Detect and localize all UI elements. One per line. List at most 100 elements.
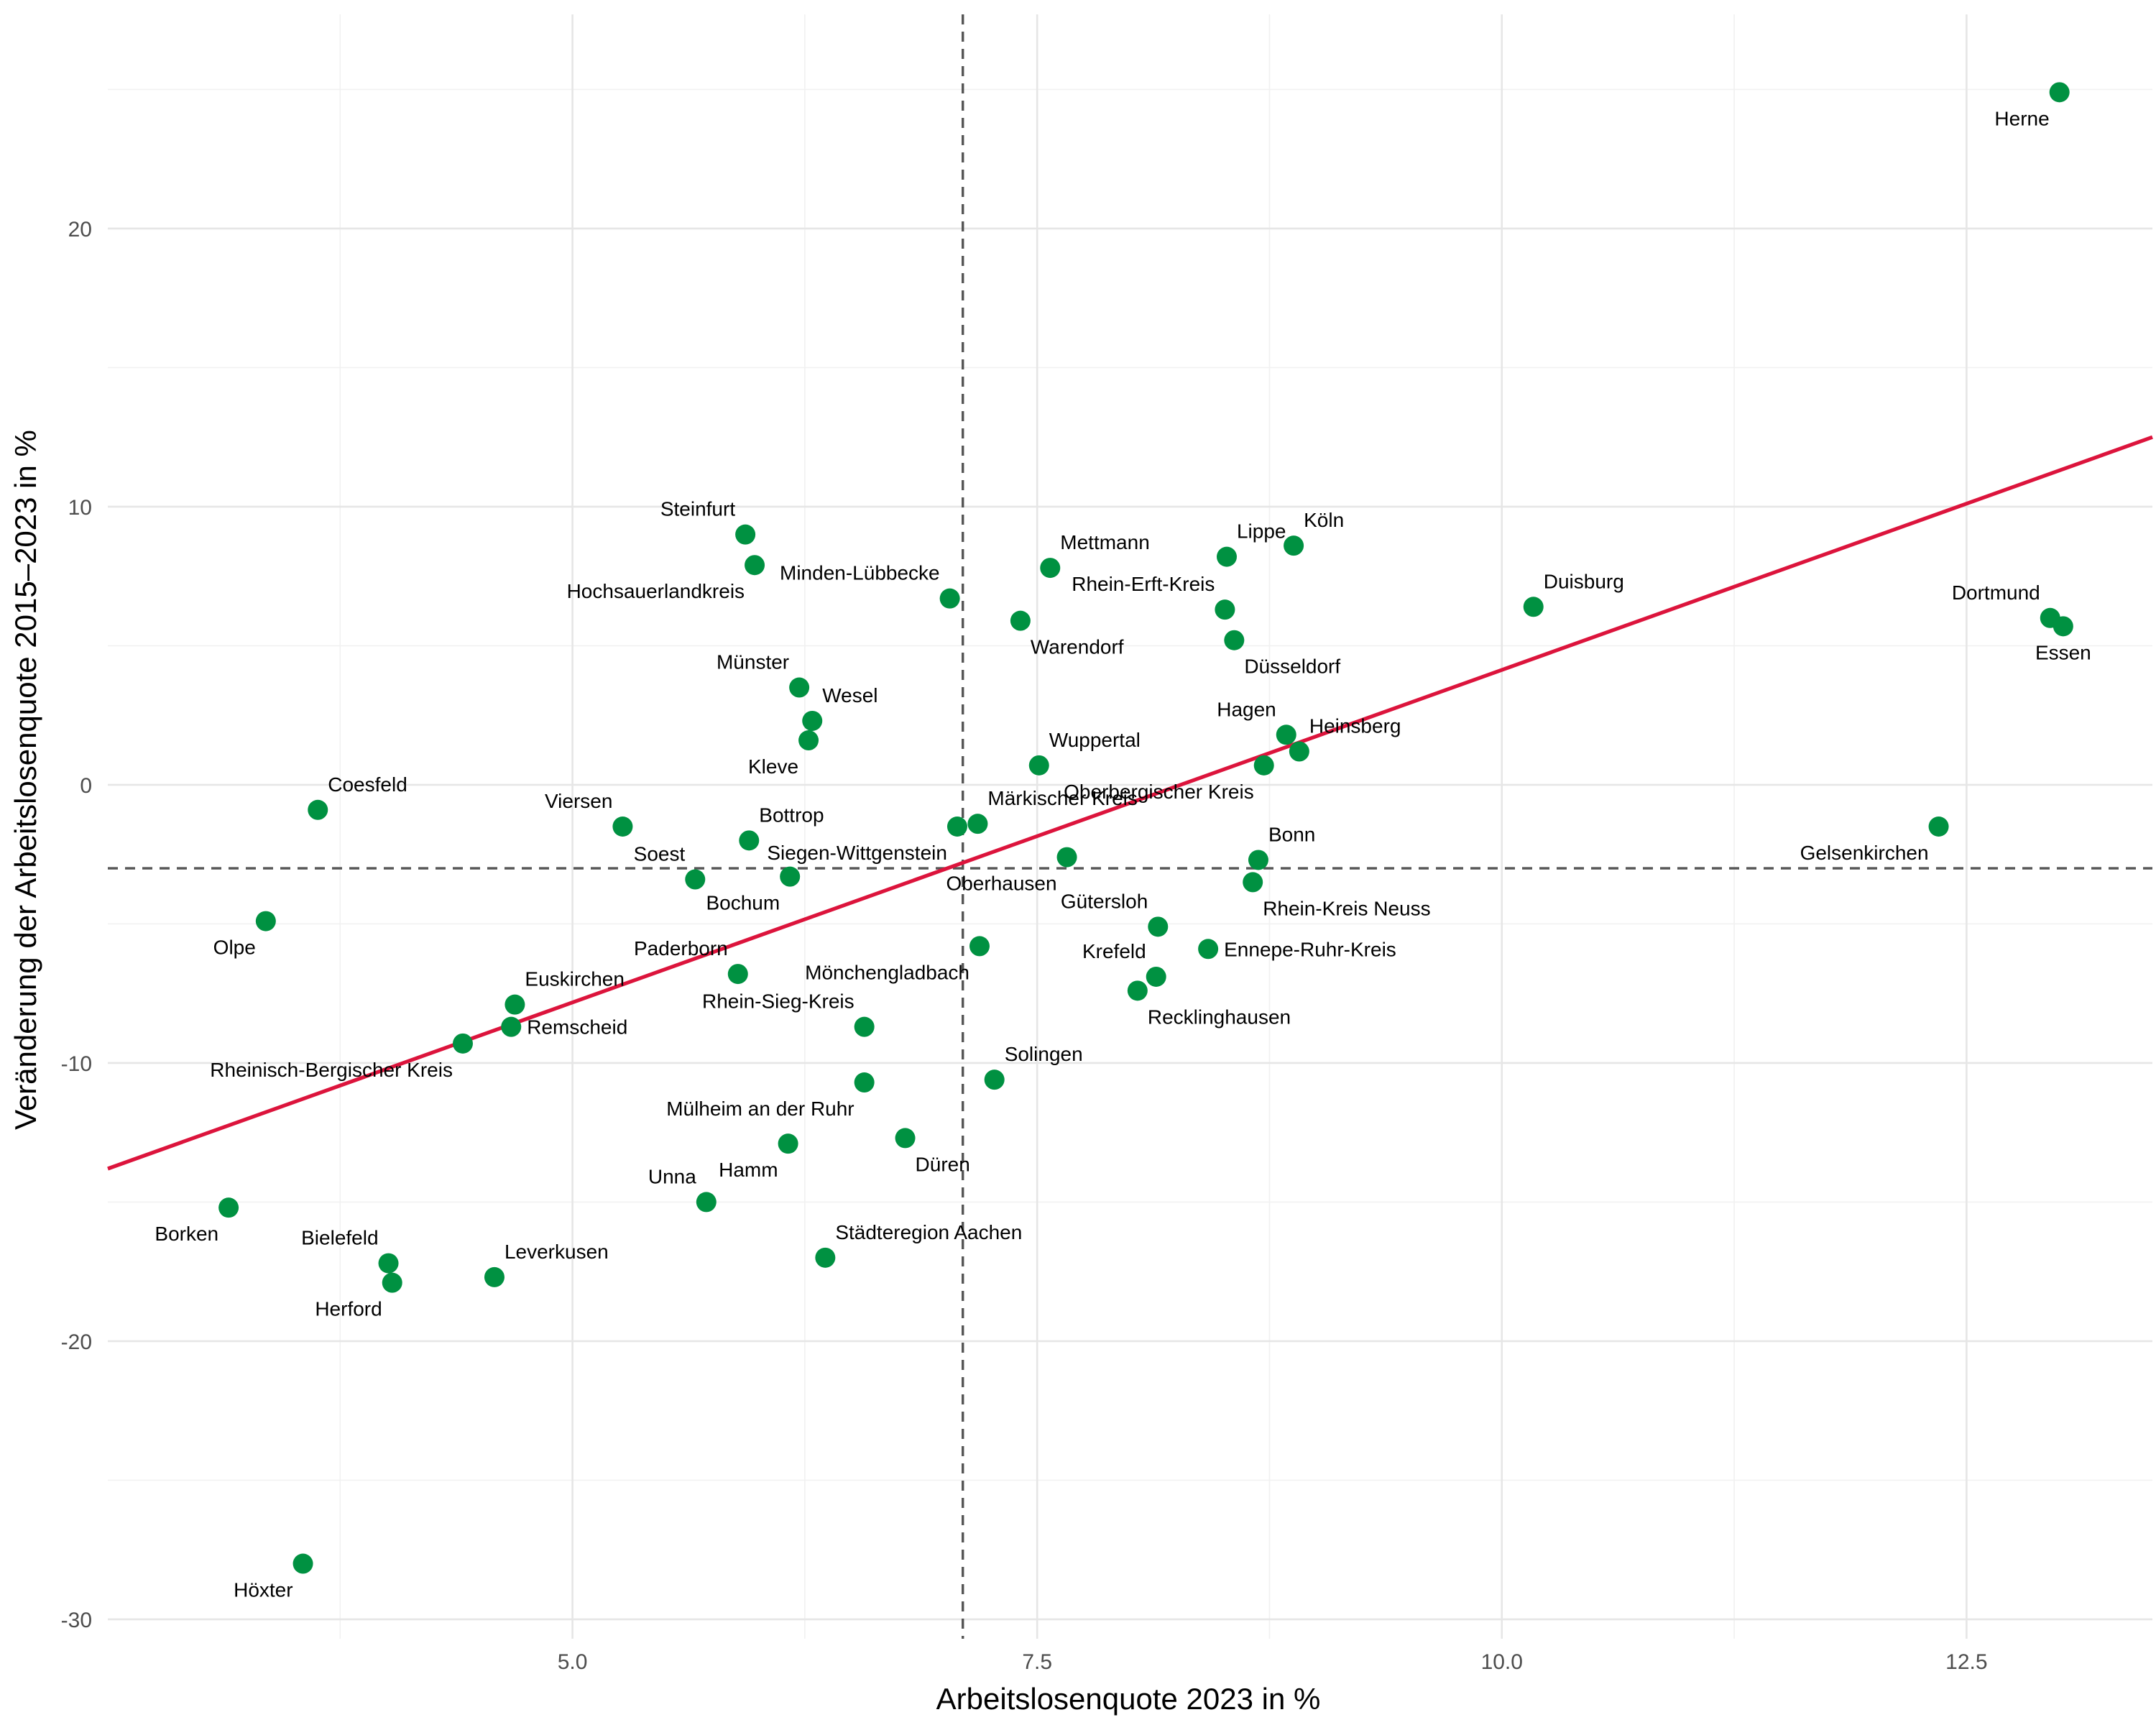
- data-point: [452, 1033, 473, 1054]
- data-point: [735, 524, 756, 545]
- point-label: Höxter: [234, 1579, 292, 1601]
- point-label: Gütersloh: [1061, 890, 1148, 912]
- point-label: Hamm: [719, 1159, 778, 1181]
- data-point: [382, 1272, 402, 1293]
- x-tick-label: 7.5: [1022, 1650, 1052, 1674]
- point-label: Krefeld: [1082, 940, 1146, 962]
- point-label: Steinfurt: [660, 498, 735, 520]
- data-points: [218, 82, 2073, 1574]
- data-point: [1198, 939, 1219, 960]
- point-label: Ennepe-Ruhr-Kreis: [1224, 938, 1396, 960]
- point-label: Viersen: [545, 790, 612, 812]
- data-point: [1276, 724, 1296, 745]
- point-label: Rhein-Kreis Neuss: [1263, 897, 1430, 919]
- data-point: [696, 1192, 717, 1213]
- point-label: Märkischer Kreis: [987, 787, 1137, 809]
- trend-line: [107, 435, 2153, 1171]
- major-gridlines: [108, 14, 2152, 1639]
- data-point: [1224, 630, 1245, 650]
- point-label: Remscheid: [527, 1016, 627, 1039]
- y-tick-label: -10: [61, 1052, 92, 1076]
- data-point: [789, 677, 810, 698]
- reference-lines: [108, 14, 2152, 1639]
- point-label: Heinsberg: [1309, 715, 1401, 737]
- data-point: [308, 799, 328, 820]
- point-label: Recklinghausen: [1148, 1006, 1291, 1028]
- data-point: [1028, 755, 1049, 776]
- y-tick-label: 0: [80, 774, 92, 798]
- data-point: [727, 964, 748, 985]
- data-point: [815, 1247, 836, 1268]
- data-point: [1248, 850, 1268, 870]
- point-label: Wuppertal: [1049, 729, 1141, 751]
- point-label: Gelsenkirchen: [1800, 842, 1929, 864]
- point-label: Leverkusen: [505, 1241, 609, 1263]
- data-point: [1146, 966, 1166, 987]
- data-point: [984, 1070, 1005, 1090]
- point-label: Minden-Lübbecke: [780, 562, 940, 584]
- data-point: [501, 1016, 522, 1037]
- point-label: Hagen: [1217, 698, 1276, 720]
- point-label: Unna: [648, 1165, 696, 1187]
- minor-gridlines: [108, 14, 2152, 1639]
- point-label: Essen: [2035, 641, 2091, 663]
- point-label: Mülheim an der Ruhr: [666, 1098, 854, 1120]
- axis-ticks: 5.0 7.5 10.0 12.5 -30 -20 -10 0 10 20: [61, 218, 1988, 1674]
- point-label: Borken: [155, 1223, 218, 1245]
- point-labels: Herne Dortmund Essen Gelsenkirchen Duisburg K…: [155, 107, 2091, 1601]
- point-label: Mettmann: [1060, 531, 1150, 553]
- data-point: [484, 1266, 505, 1287]
- point-label: Hochsauerlandkreis: [567, 580, 745, 602]
- point-label: Düsseldorf: [1244, 656, 1340, 678]
- y-tick-label: 10: [68, 496, 92, 520]
- x-tick-label: 12.5: [1945, 1650, 1987, 1674]
- data-point: [854, 1072, 875, 1093]
- point-label: Siegen-Wittgenstein: [767, 842, 947, 864]
- data-point: [745, 555, 765, 576]
- data-point: [1253, 755, 1274, 776]
- point-label: Wesel: [822, 684, 877, 707]
- point-label: Coesfeld: [328, 773, 407, 796]
- point-label: Duisburg: [1544, 570, 1624, 592]
- point-label: Rhein-Sieg-Kreis: [702, 990, 854, 1013]
- data-point: [1010, 610, 1031, 631]
- data-point: [1284, 535, 1304, 556]
- point-label: Soest: [634, 843, 686, 865]
- data-point: [505, 994, 525, 1015]
- point-label: Olpe: [213, 937, 256, 959]
- x-tick-label: 10.0: [1481, 1650, 1523, 1674]
- point-label: Bottrop: [759, 804, 824, 826]
- data-point: [1928, 816, 1949, 837]
- data-point: [939, 588, 960, 609]
- point-label: Dortmund: [1952, 581, 2040, 604]
- data-point: [1523, 597, 1544, 617]
- data-point: [854, 1016, 875, 1037]
- data-point: [1056, 847, 1077, 868]
- point-label: Köln: [1304, 509, 1344, 531]
- point-label: Warendorf: [1031, 636, 1124, 658]
- point-label: Münster: [717, 651, 789, 673]
- data-point: [1216, 546, 1237, 567]
- point-label: Rheinisch-Bergischer Kreis: [210, 1059, 453, 1081]
- point-label: Paderborn: [634, 937, 728, 960]
- y-tick-label: -20: [61, 1330, 92, 1354]
- data-point: [895, 1128, 916, 1149]
- data-point: [1289, 741, 1309, 762]
- data-point: [2053, 616, 2073, 637]
- point-label: Düren: [916, 1153, 970, 1175]
- point-label: Oberhausen: [946, 873, 1056, 895]
- data-point: [778, 1133, 798, 1154]
- data-point: [798, 730, 819, 751]
- data-point: [1215, 599, 1235, 620]
- data-point: [685, 869, 706, 890]
- data-point: [218, 1197, 239, 1218]
- data-point: [378, 1253, 399, 1274]
- data-point: [255, 911, 276, 932]
- data-point: [967, 814, 988, 834]
- point-label: Mönchengladbach: [805, 961, 969, 983]
- point-label: Bielefeld: [301, 1227, 378, 1249]
- data-point: [802, 710, 823, 731]
- point-label: Bonn: [1268, 823, 1315, 845]
- point-label: Solingen: [1005, 1043, 1083, 1065]
